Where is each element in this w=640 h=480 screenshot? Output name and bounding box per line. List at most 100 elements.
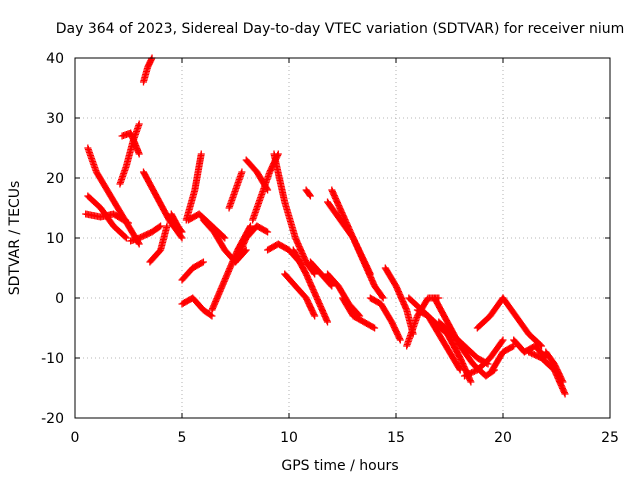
series-t1: [84, 144, 143, 248]
data-point: [177, 233, 185, 241]
data-point: [327, 281, 335, 289]
series-t16: [199, 216, 250, 266]
data-point: [306, 192, 314, 200]
series-t23: [281, 270, 319, 320]
series-t14: [178, 294, 216, 320]
data-point: [310, 311, 318, 319]
data-point: [467, 378, 475, 386]
data-point: [246, 223, 254, 231]
y-tick-label: 0: [55, 291, 64, 307]
series-t8: [139, 168, 186, 242]
y-tick-label: 20: [46, 171, 64, 187]
data-point: [238, 168, 246, 176]
data-point: [536, 341, 544, 349]
data-point: [306, 191, 314, 199]
series-t4: [116, 120, 143, 188]
series-t17: [225, 168, 246, 212]
x-tick-label: 0: [71, 430, 80, 446]
data-point: [122, 234, 130, 242]
series-t35: [413, 306, 464, 374]
data-point: [135, 150, 143, 158]
data-point: [369, 323, 377, 331]
data-point: [134, 239, 142, 247]
data-point: [396, 336, 404, 344]
data-point: [246, 222, 254, 230]
series-t10: [167, 210, 186, 236]
series-t24: [289, 246, 332, 326]
series-t41: [499, 294, 546, 350]
data-point: [177, 227, 185, 235]
series-t13: [184, 210, 229, 242]
series-t38: [460, 336, 507, 380]
data-point: [371, 324, 379, 332]
x-tick-label: 25: [601, 430, 619, 446]
series-t25: [302, 186, 314, 200]
data-point: [558, 377, 566, 385]
series-t7: [127, 222, 165, 245]
data-point: [123, 218, 131, 226]
series-t3: [82, 210, 132, 227]
data-point: [379, 294, 387, 302]
data-point: [378, 293, 386, 301]
data-point: [178, 234, 186, 242]
data-point: [135, 120, 143, 128]
series-t5: [118, 129, 143, 158]
data-point: [508, 343, 516, 351]
y-tick-label: 40: [46, 51, 64, 67]
data-point: [498, 337, 506, 345]
series-t30: [339, 294, 379, 332]
data-point: [396, 335, 404, 343]
y-tick-label: 30: [46, 111, 64, 127]
data-point: [456, 366, 464, 374]
x-tick-label: 15: [387, 430, 405, 446]
data-point: [155, 223, 163, 231]
x-tick-label: 10: [280, 430, 298, 446]
series-t9: [146, 222, 171, 266]
axis-ticks: 0 5 10 15 20 25 -20 -10 0 10 20 30 40: [41, 51, 619, 446]
data-point: [561, 390, 569, 398]
data-points: [82, 54, 569, 398]
data-point: [198, 259, 206, 267]
y-tick-label: -20: [41, 411, 64, 427]
x-tick-label: 20: [494, 430, 512, 446]
y-tick-label: -10: [41, 351, 64, 367]
data-point: [208, 312, 216, 320]
data-point: [311, 312, 319, 320]
series-t29: [328, 186, 387, 302]
x-axis-label: GPS time / hours: [281, 458, 398, 474]
data-point: [559, 378, 567, 386]
data-point: [220, 233, 228, 241]
series-t31: [366, 294, 404, 344]
series-t18: [232, 222, 272, 266]
y-tick-label: 10: [46, 231, 64, 247]
series-t11: [178, 258, 207, 284]
data-point: [207, 311, 215, 319]
series-t40: [488, 342, 518, 374]
series-t28: [324, 270, 364, 320]
data-point: [264, 228, 272, 236]
grid: [75, 58, 610, 418]
data-point: [328, 282, 336, 290]
data-point: [324, 318, 332, 326]
series-t26: [306, 258, 336, 290]
data-point: [199, 258, 207, 266]
series-t44: [542, 348, 567, 386]
data-point: [125, 219, 132, 227]
data-point: [242, 246, 250, 254]
y-axis-label: SDTVAR / TECUs: [7, 181, 23, 296]
data-point: [197, 150, 205, 158]
chart-title: Day 364 of 2023, Sidereal Day-to-day VTE…: [56, 21, 625, 37]
series-t2: [84, 192, 130, 242]
data-point: [310, 269, 318, 277]
series-t6: [139, 54, 156, 86]
data-point: [499, 336, 507, 344]
data-point: [221, 234, 229, 242]
data-point: [121, 233, 129, 241]
series-t22: [270, 150, 319, 278]
x-tick-label: 5: [178, 430, 187, 446]
data-point: [135, 240, 143, 248]
data-point: [178, 228, 186, 236]
data-point: [157, 222, 165, 230]
series-t12: [182, 150, 205, 224]
